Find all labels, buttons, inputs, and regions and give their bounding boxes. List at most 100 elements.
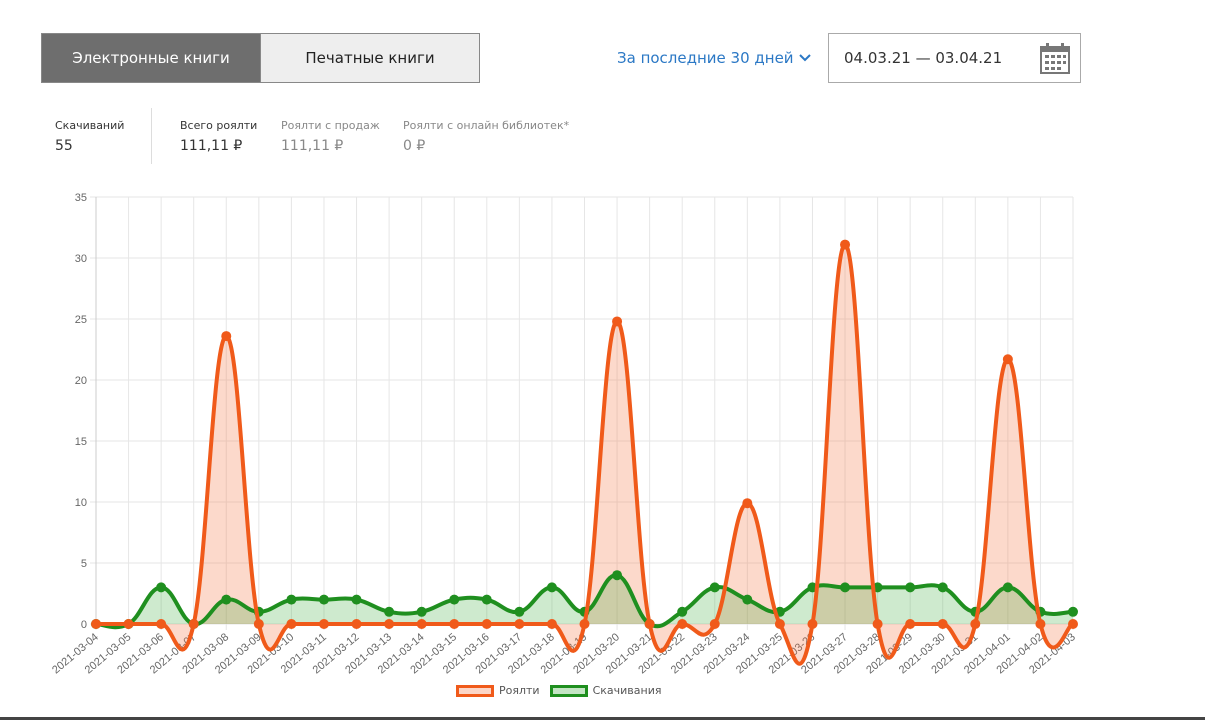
stat-value: 55 bbox=[55, 138, 73, 154]
data-point bbox=[970, 606, 981, 617]
x-tick-label: 2021-03-17 bbox=[473, 631, 524, 676]
x-tick-label: 2021-03-21 bbox=[604, 631, 655, 676]
data-point bbox=[91, 619, 101, 629]
data-point bbox=[449, 594, 460, 605]
x-tick-label: 2021-03-07 bbox=[148, 631, 199, 676]
data-point bbox=[612, 316, 623, 327]
x-tick-label: 2021-04-01 bbox=[962, 631, 1013, 676]
period-dropdown[interactable]: За последние 30 дней bbox=[617, 49, 811, 67]
data-point bbox=[677, 606, 688, 617]
x-tick-label: 2021-03-18 bbox=[506, 631, 557, 676]
data-point bbox=[905, 619, 916, 629]
x-tick-label: 2021-03-15 bbox=[408, 631, 459, 676]
legend-label: Скачивания bbox=[592, 684, 662, 697]
data-point bbox=[253, 619, 264, 629]
x-tick-label: 2021-03-13 bbox=[343, 631, 394, 676]
x-tick-label: 2021-03-08 bbox=[180, 631, 231, 676]
stat-value: 111,11 ₽ bbox=[281, 138, 344, 154]
data-point bbox=[937, 582, 948, 593]
data-point bbox=[416, 606, 427, 617]
stat-label: Роялти с онлайн библиотек* bbox=[403, 119, 570, 132]
data-point bbox=[253, 606, 264, 617]
stats-divider bbox=[151, 108, 152, 164]
book-type-tabs: Электронные книги Печатные книги bbox=[41, 33, 480, 83]
data-point bbox=[1002, 354, 1013, 365]
x-tick-label: 2021-03-06 bbox=[115, 631, 166, 676]
stat-label: Скачиваний bbox=[55, 119, 125, 132]
data-point bbox=[807, 619, 818, 629]
data-point bbox=[1068, 606, 1078, 617]
data-point bbox=[221, 331, 232, 342]
data-point bbox=[644, 619, 655, 629]
data-point bbox=[807, 582, 818, 593]
x-tick-label: 2021-03-05 bbox=[83, 631, 134, 676]
x-tick-label: 2021-03-29 bbox=[864, 631, 915, 676]
data-point bbox=[481, 619, 492, 629]
data-point bbox=[286, 619, 297, 629]
x-tick-label: 2021-03-12 bbox=[311, 631, 362, 676]
stat-value: 111,11 ₽ bbox=[180, 138, 243, 154]
chart-legend: Роялти Скачивания bbox=[456, 684, 661, 697]
x-tick-label: 2021-03-10 bbox=[246, 631, 297, 676]
y-tick-label: 25 bbox=[75, 314, 87, 326]
data-point bbox=[840, 582, 851, 593]
x-tick-label: 2021-03-25 bbox=[734, 631, 785, 676]
data-point bbox=[872, 582, 883, 593]
data-point bbox=[1002, 582, 1013, 593]
data-point bbox=[612, 570, 623, 581]
data-point bbox=[579, 606, 590, 617]
data-point bbox=[872, 619, 883, 629]
legend-item-downloads[interactable]: Скачивания bbox=[549, 684, 662, 697]
series-area-1 bbox=[96, 575, 1073, 628]
data-point bbox=[546, 619, 557, 629]
legend-item-royalty[interactable]: Роялти bbox=[456, 684, 540, 697]
data-point bbox=[481, 594, 492, 605]
stat-downloads: Скачиваний 55 bbox=[55, 119, 180, 154]
legend-label: Роялти bbox=[499, 684, 540, 697]
data-point bbox=[188, 619, 199, 629]
data-point bbox=[677, 619, 688, 629]
stat-label: Всего роялти bbox=[180, 119, 258, 132]
x-tick-label: 2021-03-31 bbox=[929, 631, 980, 676]
series-area-0 bbox=[96, 244, 1073, 664]
x-tick-label: 2021-03-28 bbox=[832, 631, 883, 676]
period-label: За последние 30 дней bbox=[617, 49, 794, 67]
data-point bbox=[449, 619, 460, 629]
data-point bbox=[1035, 606, 1046, 617]
series-line-1 bbox=[95, 573, 1074, 630]
x-tick-label: 2021-03-24 bbox=[701, 631, 752, 676]
x-tick-label: 2021-03-23 bbox=[669, 631, 720, 676]
data-point bbox=[188, 619, 199, 629]
y-tick-label: 30 bbox=[75, 253, 87, 265]
data-point bbox=[156, 619, 167, 629]
date-range-input[interactable]: 04.03.21 — 03.04.21 bbox=[828, 33, 1081, 83]
data-point bbox=[221, 594, 232, 605]
x-tick-label: 2021-03-26 bbox=[767, 631, 818, 676]
tab-ebooks[interactable]: Электронные книги bbox=[42, 34, 260, 82]
x-tick-label: 2021-03-09 bbox=[213, 631, 264, 676]
bottom-border bbox=[0, 717, 1205, 720]
data-point bbox=[546, 582, 557, 593]
stat-sales-royalty: Роялти с продаж 111,11 ₽ bbox=[281, 119, 403, 154]
tab-print-books[interactable]: Печатные книги bbox=[260, 34, 479, 82]
data-point bbox=[840, 239, 851, 250]
x-tick-label: 2021-03-20 bbox=[571, 631, 622, 676]
y-tick-label: 35 bbox=[75, 192, 87, 204]
x-tick-label: 2021-03-27 bbox=[799, 631, 850, 676]
data-point bbox=[970, 619, 981, 629]
x-tick-label: 2021-04-02 bbox=[995, 631, 1046, 676]
date-range-value: 04.03.21 — 03.04.21 bbox=[844, 49, 1003, 67]
y-tick-label: 10 bbox=[75, 497, 87, 509]
calendar-icon[interactable] bbox=[1040, 42, 1070, 74]
data-point bbox=[774, 619, 785, 629]
data-point bbox=[774, 606, 785, 617]
x-tick-label: 2021-04-03 bbox=[1027, 631, 1078, 676]
data-point bbox=[579, 619, 590, 629]
data-point bbox=[514, 606, 525, 617]
legend-swatch-downloads bbox=[549, 684, 588, 697]
data-point bbox=[384, 606, 395, 617]
data-point bbox=[416, 619, 427, 629]
data-point bbox=[742, 594, 753, 605]
data-point bbox=[742, 498, 753, 509]
